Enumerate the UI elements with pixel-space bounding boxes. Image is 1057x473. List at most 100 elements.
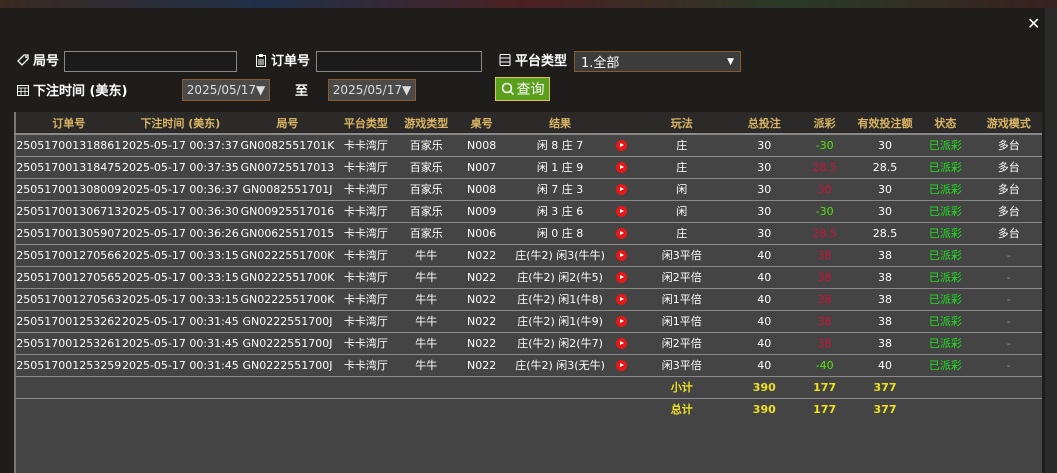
- table-row[interactable]: 250517001318861 2025-05-17 00:37:37 GN0082…: [15, 134, 1042, 157]
- game-mode-cell: -: [975, 354, 1042, 377]
- play-video-icon[interactable]: [615, 140, 627, 152]
- valid-bet-cell: 30: [854, 200, 916, 223]
- date-from-picker[interactable]: 2025/05/17▼: [182, 79, 270, 101]
- result-cell: 庄(牛2) 闲3(牛牛): [506, 244, 614, 267]
- date-to-picker[interactable]: 2025/05/17▼: [328, 79, 416, 101]
- table-row[interactable]: 250517001305907 2025-05-17 00:36:26 GN0062…: [15, 222, 1042, 245]
- replay-cell: [613, 178, 630, 201]
- table-row[interactable]: 250517001318475 2025-05-17 00:37:35 GN0072…: [15, 156, 1042, 179]
- round-label-text: 局号: [33, 54, 60, 69]
- order-id-cell: 250517001270565: [15, 266, 122, 289]
- order-id-cell: 250517001270566: [15, 244, 122, 267]
- play-video-icon[interactable]: [615, 184, 627, 195]
- spacer-cell: [915, 376, 1042, 399]
- platform-select-value: 1.全部: [581, 56, 620, 71]
- subtotal-total-bet: 390: [734, 376, 795, 399]
- bet-type-cell: 闲: [629, 178, 735, 201]
- bet-time-cell: 2025-05-17 00:37:37: [121, 134, 240, 157]
- game-mode-cell: 多台: [975, 222, 1042, 245]
- table-row[interactable]: 250517001253262 2025-05-17 00:31:45 GN0222…: [15, 310, 1042, 333]
- query-button[interactable]: 查询: [495, 77, 550, 101]
- table-row[interactable]: 250517001270563 2025-05-17 00:33:15 GN0222…: [15, 288, 1042, 311]
- order-id-cell: 250517001253262: [15, 310, 122, 333]
- bet-type-cell: 庄: [629, 134, 735, 157]
- status-cell: 已派彩: [915, 288, 976, 311]
- platform-label-text: 平台类型: [515, 54, 568, 69]
- close-icon[interactable]: ✕: [1027, 14, 1041, 33]
- total-bet-cell: 30: [734, 200, 795, 223]
- total-bet-cell: 40: [734, 266, 795, 289]
- table-no-cell: N008: [456, 134, 507, 157]
- round-id-cell: GN0222551700J: [239, 332, 336, 355]
- play-video-icon[interactable]: [615, 360, 627, 371]
- table-no-cell: N008: [456, 178, 507, 201]
- game-mode-cell: 多台: [975, 156, 1042, 179]
- column-header: 平台类型: [335, 112, 397, 135]
- order-id-cell: 250517001318475: [15, 156, 122, 179]
- column-header: 下注时间 (美东): [121, 112, 240, 135]
- table-no-cell: N009: [456, 200, 507, 223]
- column-header: 局号: [239, 112, 336, 135]
- total-bet-cell: 40: [734, 288, 795, 311]
- order-id-cell: 250517001306713: [15, 200, 122, 223]
- replay-cell: [613, 354, 630, 377]
- payout-cell: -30: [794, 200, 855, 223]
- time-label: 下注时间 (美东): [16, 80, 127, 99]
- valid-bet-cell: 28.5: [854, 156, 916, 179]
- column-header: 订单号: [15, 112, 122, 135]
- play-video-icon[interactable]: [615, 294, 627, 305]
- payout-cell: 38: [794, 310, 855, 333]
- subtotal-valid-bet: 377: [854, 376, 916, 399]
- calendar-icon: [17, 84, 29, 96]
- bet-time-cell: 2025-05-17 00:33:15: [121, 244, 240, 267]
- total-bet-cell: 30: [734, 178, 795, 201]
- table-row[interactable]: 250517001308009 2025-05-17 00:36:37 GN0082…: [15, 178, 1042, 201]
- replay-cell: [613, 222, 630, 245]
- play-video-icon[interactable]: [615, 316, 627, 327]
- total-bet-cell: 40: [734, 354, 795, 377]
- game-mode-cell: 多台: [975, 134, 1042, 157]
- play-video-icon[interactable]: [615, 338, 627, 349]
- bet-time-cell: 2025-05-17 00:37:35: [121, 156, 240, 179]
- total-label: 总计: [629, 398, 735, 421]
- valid-bet-cell: 38: [854, 310, 916, 333]
- table-row[interactable]: 250517001253259 2025-05-17 00:31:45 GN0222…: [15, 354, 1042, 377]
- round-id-cell: GN0082551701K: [239, 134, 336, 157]
- valid-bet-cell: 38: [854, 332, 916, 355]
- table-row[interactable]: 250517001270565 2025-05-17 00:33:15 GN0222…: [15, 266, 1042, 289]
- play-video-icon[interactable]: [615, 272, 627, 283]
- game-mode-cell: 多台: [975, 178, 1042, 201]
- payout-cell: 28.5: [794, 156, 855, 179]
- scrollbar[interactable]: [1045, 8, 1057, 473]
- play-video-icon[interactable]: [615, 250, 627, 261]
- table-no-cell: N022: [456, 266, 507, 289]
- status-cell: 已派彩: [915, 222, 976, 245]
- platform-cell: 卡卡湾厅: [335, 266, 397, 289]
- column-header: [613, 112, 630, 135]
- bet-type-cell: 闲3平倍: [629, 244, 735, 267]
- platform-cell: 卡卡湾厅: [335, 244, 397, 267]
- status-cell: 已派彩: [915, 200, 976, 223]
- table-row[interactable]: 250517001270566 2025-05-17 00:33:15 GN0222…: [15, 244, 1042, 267]
- platform-select[interactable]: 1.全部 ▼: [574, 51, 741, 72]
- round-id-cell: GN0222551700J: [239, 310, 336, 333]
- round-id-cell: GN00725517013: [239, 156, 336, 179]
- spacer-cell: [915, 398, 1042, 421]
- status-cell: 已派彩: [915, 310, 976, 333]
- round-id-cell: GN0222551700K: [239, 288, 336, 311]
- round-input[interactable]: [64, 51, 237, 72]
- table-row[interactable]: 250517001306713 2025-05-17 00:36:30 GN0092…: [15, 200, 1042, 223]
- result-cell: 庄(牛2) 闲2(牛7): [506, 332, 614, 355]
- payout-cell: 38: [794, 288, 855, 311]
- search-icon: [501, 82, 514, 96]
- order-input[interactable]: [316, 51, 482, 72]
- play-video-icon[interactable]: [615, 228, 627, 239]
- valid-bet-cell: 38: [854, 244, 916, 267]
- round-label: 局号: [16, 50, 59, 69]
- play-video-icon[interactable]: [615, 206, 627, 217]
- play-video-icon[interactable]: [615, 162, 627, 173]
- table-row[interactable]: 250517001253261 2025-05-17 00:31:45 GN0222…: [15, 332, 1042, 355]
- game-type-cell: 牛牛: [396, 244, 457, 267]
- game-type-cell: 牛牛: [396, 332, 457, 355]
- order-label: 订单号: [254, 50, 310, 69]
